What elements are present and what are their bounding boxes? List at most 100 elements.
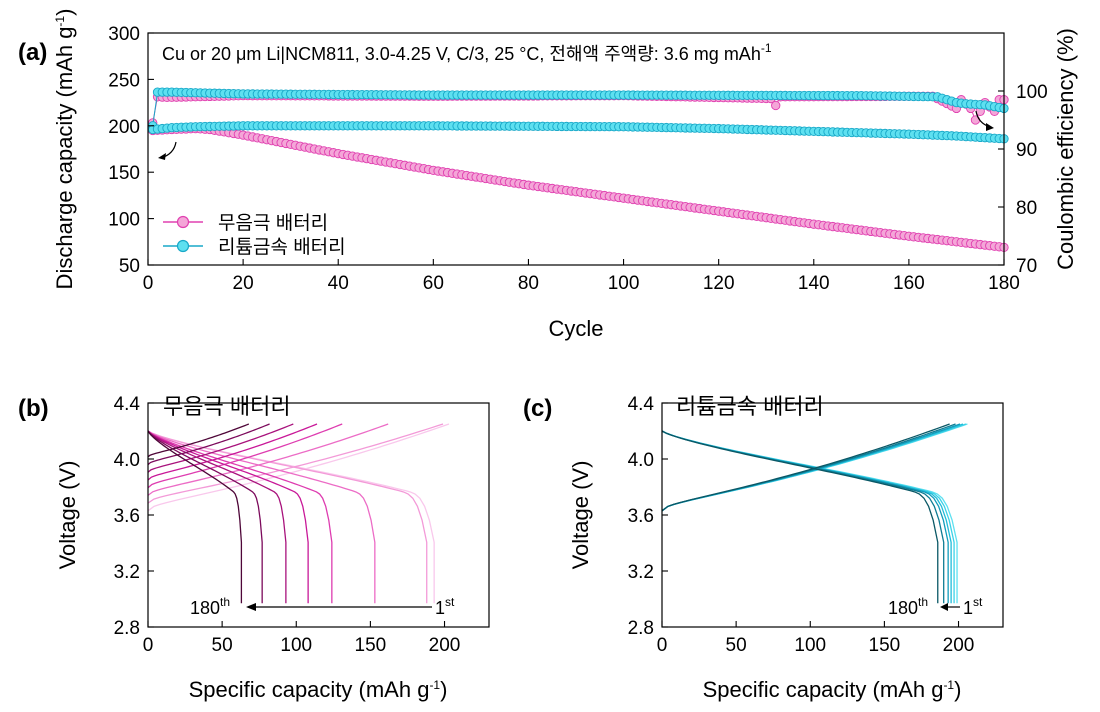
y-tick-label: 100 [108,210,140,231]
y-tick-label: 4.4 [628,394,655,415]
discharge-curve [147,430,428,604]
charge-curve [147,423,318,481]
discharge-curve [661,430,945,604]
x-tick-label: 0 [143,273,154,294]
panel-b-frame [147,402,490,628]
legend-item-limetal: 리튬금속 배터리 [163,236,346,258]
series-limetal-capacity [148,121,1009,144]
y-tick-label: 3.2 [114,562,140,583]
y-tick-label: 3.6 [628,506,654,527]
y2-tick-label: 100 [1016,82,1048,103]
charge-curve [147,423,294,473]
discharge-curve [147,430,376,604]
panel-a-chart: (a) 0 20 40 60 80 100 120 140 160 180 50 100 150 200… [18,9,1078,341]
cycle-label-180th-b: 180th [190,595,230,618]
series-anodefree-capacity [148,123,1009,253]
panel-c-frame [661,402,1004,628]
x-tick-label: 100 [608,273,640,294]
y-tick-label: 2.8 [114,618,140,639]
panel-a-y2-axis-label: Coulombic efficiency (%) [1053,28,1078,270]
charge-curve [661,423,950,512]
y-tick-label: 150 [108,163,140,184]
panel-a-y-ticks: 50 100 150 200 250 300 [108,24,154,277]
discharge-curve [661,430,939,604]
panel-b-y-ticks: 2.8 3.2 3.6 4.0 4.4 [114,394,154,639]
panel-a-annotation: Cu or 20 μm Li|NCM811, 3.0-4.25 V, C/3, … [162,41,772,64]
x-tick-label: 200 [429,635,461,656]
legend-label-anodefree: 무음극 배터리 [218,212,328,234]
y2-tick-label: 70 [1016,256,1037,277]
cycle-label-180th-c: 180th [888,595,928,618]
y-tick-label: 200 [108,117,140,138]
y-tick-label: 4.0 [114,450,140,471]
panel-a-y-axis-label: Discharge capacity (mAh g-1) [52,9,77,290]
y-tick-label: 2.8 [628,618,654,639]
panel-b-cycle-arrow: 180th 1st [190,595,455,618]
legend-label-limetal: 리튬금속 배터리 [218,236,346,258]
x-tick-label: 180 [988,273,1020,294]
cycle-arrowhead-b [246,603,256,611]
charge-curve [147,423,343,489]
panel-a-y2-ticks: 70 80 90 100 [998,82,1048,277]
x-tick-label: 80 [518,273,539,294]
panel-c-title: 리튬금속 배터리 [676,394,824,419]
x-tick-label: 0 [657,635,668,656]
x-tick-label: 100 [794,635,826,656]
panel-a-label: (a) [18,39,47,66]
left-axis-arrowhead [158,153,166,160]
cycle-arrowhead-c [940,603,948,611]
right-axis-arrowhead [986,123,994,131]
discharge-curve [661,430,952,604]
panel-b-x-ticks: 0 50 100 150 200 [143,621,461,656]
discharge-curve [661,430,949,604]
x-tick-label: 120 [703,273,735,294]
panel-c-chart: (c) 0 50 100 150 200 2.8 3.2 3.6 4.0 4.4 리튬금속 배터… [523,394,1004,702]
panel-a-x-ticks: 0 20 40 60 80 100 120 140 160 180 [143,259,1020,294]
legend-item-anodefree: 무음극 배터리 [163,212,328,234]
panel-c-x-ticks: 0 50 100 150 200 [657,621,975,656]
panel-c-label: (c) [523,395,552,422]
charge-curve [147,423,450,512]
x-tick-label: 160 [893,273,925,294]
y-tick-label: 250 [108,70,140,91]
y-tick-label: 3.6 [114,506,140,527]
x-tick-label: 50 [212,635,233,656]
x-tick-label: 50 [726,635,747,656]
panel-b-y-axis-label: Voltage (V) [55,461,80,570]
charge-curve [147,423,270,466]
y-tick-label: 4.0 [628,450,654,471]
x-tick-label: 150 [869,635,901,656]
x-tick-label: 20 [233,273,254,294]
y-tick-label: 3.2 [628,562,654,583]
ce-point [771,100,781,111]
panel-b-title: 무음극 배터리 [163,394,291,419]
discharge-curve [147,430,287,604]
discharge-curve [147,430,309,604]
panel-c-y-axis-label: Voltage (V) [568,461,593,570]
panel-c-cycle-arrow: 180th 1st [888,595,983,618]
x-tick-label: 0 [143,635,154,656]
cycle-label-1st-b: 1st [435,595,455,618]
panel-a-x-axis-label: Cycle [548,316,603,341]
y-tick-label: 300 [108,24,140,45]
x-tick-label: 40 [328,273,349,294]
panel-b-chart: (b) 0 50 100 150 200 2.8 3.2 3.6 4.0 4.4 무음극 배터리… [18,394,490,702]
y2-tick-label: 90 [1016,140,1037,161]
discharge-curve [661,430,958,604]
charge-curve [147,423,389,496]
panel-c-x-axis-label: Specific capacity (mAh g-1) [703,677,962,702]
y-tick-label: 50 [119,256,140,277]
panel-b-label: (b) [18,395,49,422]
discharge-curve [147,430,243,604]
discharge-curve [661,430,955,604]
discharge-curve [147,430,263,604]
panel-a-plot-area [148,87,1009,253]
x-tick-label: 150 [355,635,387,656]
panel-a-legend: 무음극 배터리 리튬금속 배터리 [163,212,346,258]
x-tick-label: 200 [943,635,975,656]
discharge-curve [147,430,333,604]
x-tick-label: 100 [280,635,312,656]
panel-c-y-ticks: 2.8 3.2 3.6 4.0 4.4 [628,394,668,639]
charge-curve [147,423,250,458]
